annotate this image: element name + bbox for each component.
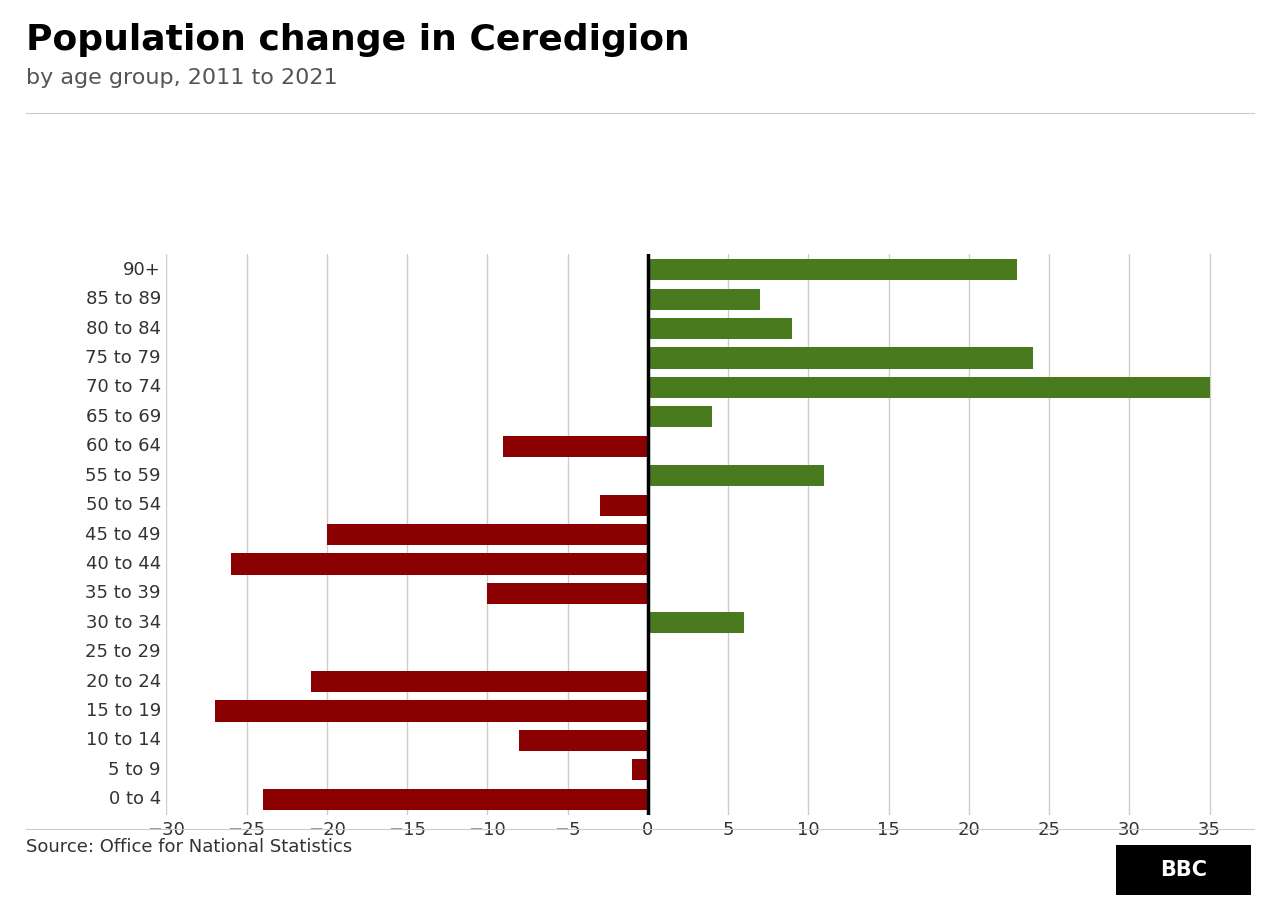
Bar [311,671,648,692]
Bar [648,318,792,339]
Bar [520,730,648,751]
Bar [648,377,1210,398]
Bar [648,406,712,428]
Bar [648,348,1033,369]
Bar [230,554,648,574]
Text: BBC: BBC [1160,860,1207,881]
Bar [648,612,744,633]
Bar [262,788,648,810]
Bar [648,465,824,487]
Bar [648,259,1016,281]
Bar [600,495,648,516]
Bar [503,436,648,457]
Bar [488,583,648,604]
Text: Source: Office for National Statistics: Source: Office for National Statistics [26,838,352,856]
Bar [632,759,648,780]
Bar [648,289,760,310]
Text: by age group, 2011 to 2021: by age group, 2011 to 2021 [26,68,337,88]
Bar [215,700,648,721]
Text: Population change in Ceredigion: Population change in Ceredigion [26,23,690,57]
Bar [326,524,648,545]
